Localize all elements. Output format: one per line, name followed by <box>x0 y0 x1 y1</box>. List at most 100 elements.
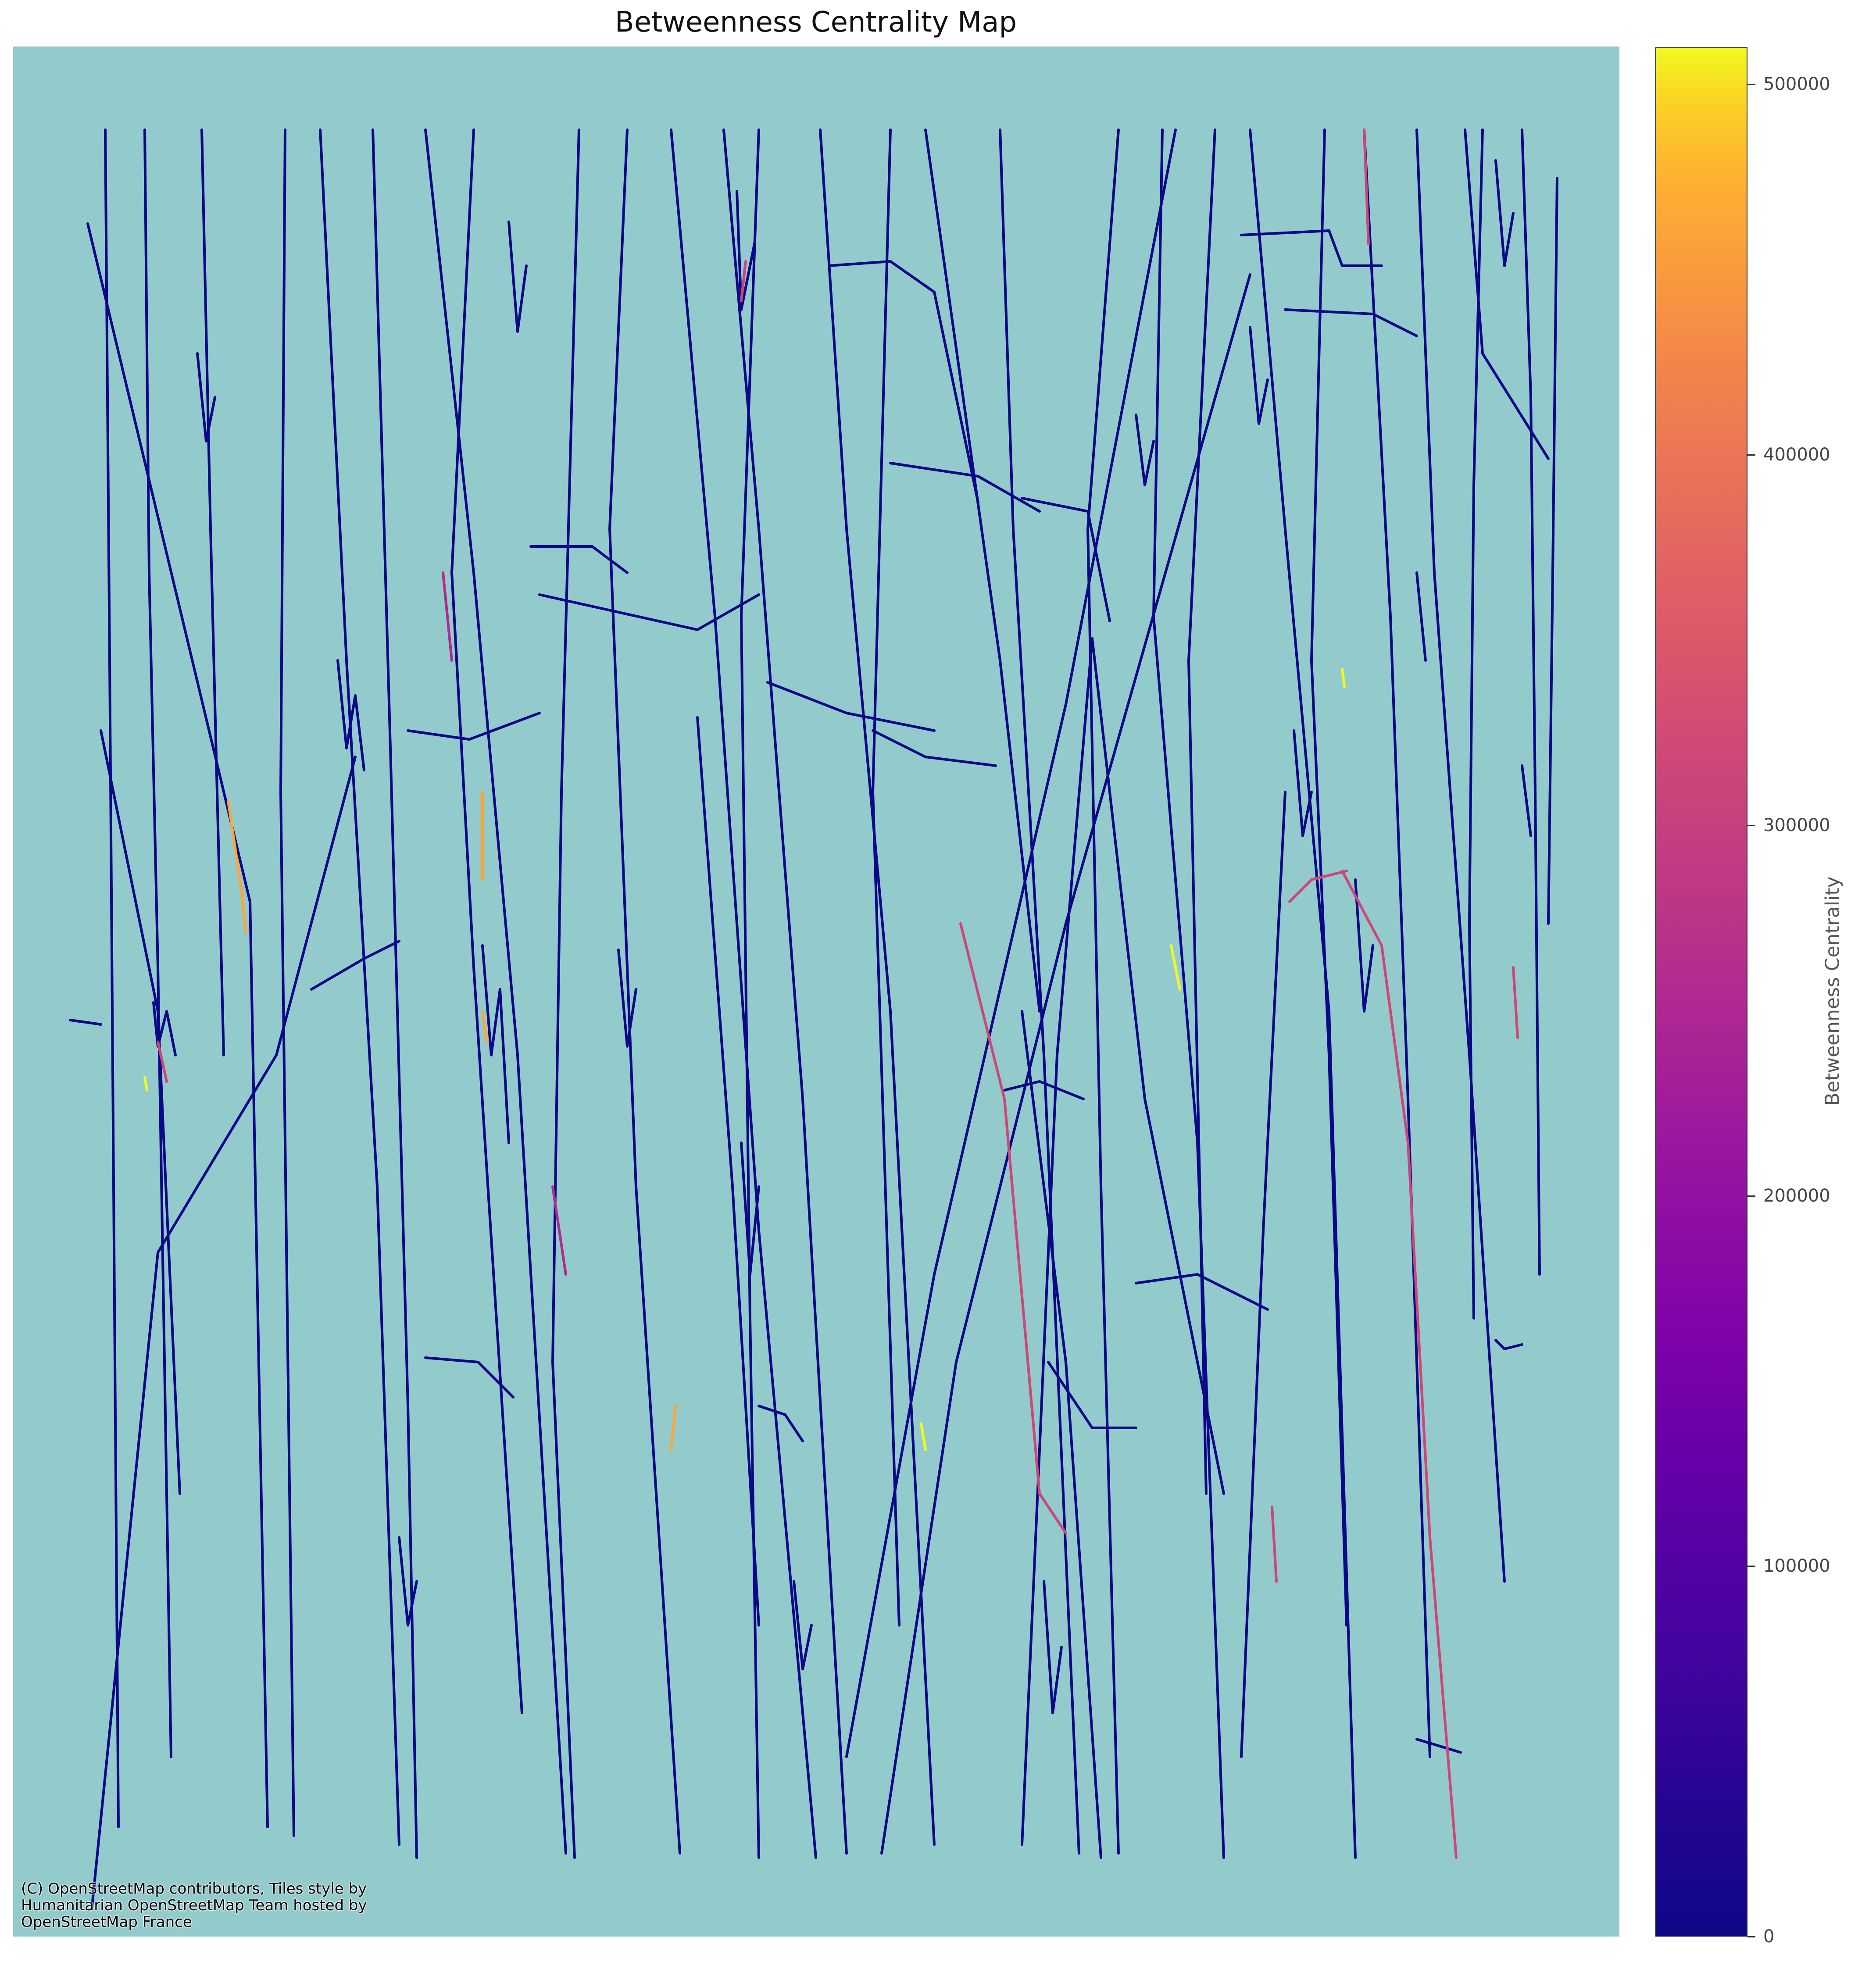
road-edge-high <box>1363 128 1370 245</box>
road-edge <box>722 128 848 1855</box>
colorbar-tick <box>1747 84 1755 86</box>
road-edge <box>104 128 120 1828</box>
colorbar-tick-label: 100000 <box>1763 1556 1830 1577</box>
road-edge <box>1021 637 1093 1846</box>
road-edge <box>758 1405 804 1442</box>
road-edge <box>310 940 400 991</box>
road-edge <box>424 1356 515 1398</box>
road-edge-high <box>1341 870 1458 1859</box>
road-edge <box>1494 1339 1523 1350</box>
road-edge <box>1240 791 1286 1758</box>
road-edge <box>740 128 760 1859</box>
colorbar-tick-label: 500000 <box>1763 74 1830 95</box>
road-edge <box>1468 128 1484 1320</box>
road-edge <box>1293 729 1313 837</box>
colorbar-label: Betweenness Centrality <box>1821 876 1844 1106</box>
map-attribution: (C) OpenStreetMap contributors, Tiles st… <box>21 1880 367 1931</box>
road-edge <box>793 1580 813 1670</box>
road-edge <box>319 128 400 1846</box>
colorbar-tick <box>1747 824 1755 826</box>
road-edge <box>766 681 936 732</box>
road-edge <box>819 128 936 1846</box>
road-edge <box>617 949 637 1048</box>
road-edge-high <box>920 1422 927 1451</box>
map-area[interactable]: (C) OpenStreetMap contributors, Tiles st… <box>13 46 1619 1937</box>
road-edge <box>1249 128 1357 1859</box>
road-edge <box>372 128 418 1859</box>
road-edge <box>398 1536 418 1627</box>
road-edge <box>1187 128 1216 1495</box>
road-edge <box>481 944 510 1144</box>
colorbar-tick-label: 200000 <box>1763 1185 1830 1206</box>
road-edge <box>200 128 225 1056</box>
road-edge <box>1415 1738 1462 1754</box>
road-edge <box>924 128 1041 1013</box>
road-edge <box>1003 1080 1085 1100</box>
road-edge <box>143 128 172 1758</box>
road-edge-high <box>143 1076 148 1092</box>
road-edge <box>1415 571 1427 662</box>
road-edge <box>1047 1361 1137 1429</box>
colorbar-tick-label: 400000 <box>1763 445 1830 465</box>
road-edge-high <box>157 1041 168 1083</box>
road-edge <box>1091 637 1225 1495</box>
road-edge <box>1363 128 1431 1758</box>
road-edge-high <box>442 571 453 662</box>
colorbar-tick-label: 300000 <box>1763 815 1830 835</box>
road-edge <box>999 128 1080 1855</box>
road-edge <box>1086 128 1120 1855</box>
road-edge <box>1464 128 1550 460</box>
road-edge <box>736 190 756 311</box>
road-edge <box>670 128 817 1859</box>
road-edge <box>407 712 541 741</box>
road-edge <box>424 128 567 1855</box>
road-edge-high <box>551 1185 567 1276</box>
road-edge <box>86 222 269 1828</box>
road-edge <box>336 659 365 771</box>
road-edge-high <box>670 1405 677 1451</box>
road-edge-high <box>959 922 1067 1534</box>
colorbar-tick <box>1747 454 1755 456</box>
road-edge-high <box>1170 944 1181 991</box>
road-edge-high <box>1341 668 1346 688</box>
road-edge <box>880 273 1251 1855</box>
road-edge <box>1152 128 1225 1859</box>
colorbar-tick-label: 0 <box>1763 1926 1775 1947</box>
road-edge <box>279 128 295 1837</box>
map-title: Betweenness Centrality Map <box>615 6 1017 39</box>
road-edge <box>529 545 629 574</box>
road-edge <box>69 1019 102 1026</box>
road-edge <box>1284 308 1418 337</box>
road-edge <box>1547 177 1558 925</box>
road-edge <box>1249 326 1269 425</box>
road-edge <box>1521 764 1532 837</box>
road-edge-high <box>1288 870 1348 903</box>
road-edge <box>608 128 681 1855</box>
road-edge <box>1043 1580 1063 1714</box>
road-edge <box>1494 159 1515 267</box>
road-edge <box>1135 1273 1269 1311</box>
road-edge <box>91 756 357 1907</box>
road-edge <box>1354 878 1374 1013</box>
road-edge <box>889 462 1041 513</box>
road-edge <box>551 128 580 1859</box>
road-network <box>69 128 1558 1907</box>
road-edge <box>1021 497 1111 622</box>
colorbar <box>1655 47 1747 1937</box>
road-edge <box>152 1001 177 1056</box>
road-edge-high <box>1512 966 1519 1039</box>
road-edge <box>696 716 760 1627</box>
road-edge <box>196 352 216 442</box>
road-edge-high <box>740 260 747 302</box>
road-edge <box>450 128 523 1714</box>
colorbar-tick <box>1747 1936 1755 1937</box>
road-edge-high <box>1271 1505 1278 1583</box>
road-edge <box>538 593 760 631</box>
road-edge-high <box>481 1010 488 1043</box>
colorbar-tick <box>1747 1566 1755 1567</box>
road-edge <box>507 221 528 333</box>
road-edge <box>872 729 997 767</box>
road-edge <box>1021 1010 1102 1859</box>
road-edge <box>872 128 900 1627</box>
road-edge <box>845 128 1177 1758</box>
